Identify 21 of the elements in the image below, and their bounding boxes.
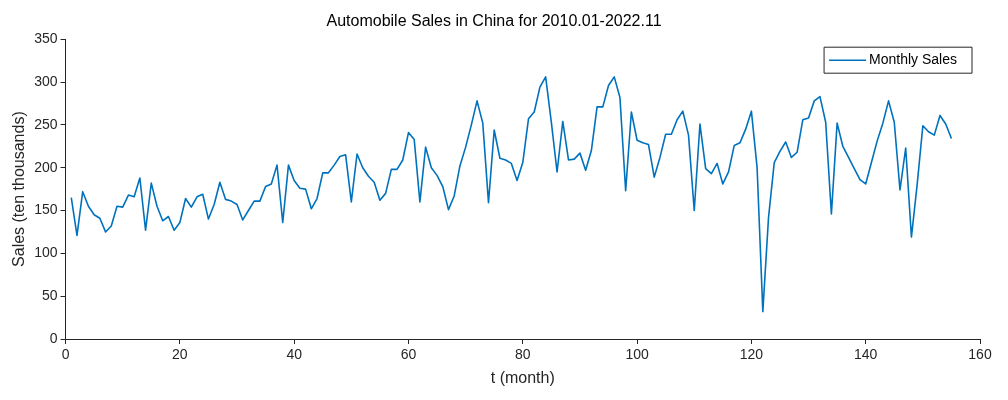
x-axis-title: t (month) — [490, 368, 555, 386]
x-tick-label: 40 — [286, 346, 303, 363]
x-tick-label: 120 — [739, 346, 764, 363]
y-tick-label: 200 — [34, 158, 58, 175]
y-tick-label: 50 — [41, 287, 58, 304]
y-tick-label: 150 — [34, 201, 58, 218]
y-tick-label: 250 — [34, 115, 58, 132]
y-tick-label: 0 — [49, 329, 58, 346]
x-tick-label: 0 — [61, 346, 70, 363]
y-tick-label: 100 — [34, 244, 58, 261]
y-tick-label: 350 — [34, 30, 58, 47]
x-tick-label: 20 — [172, 346, 188, 363]
y-tick-label: 300 — [34, 72, 58, 89]
x-tick-label: 140 — [854, 346, 878, 363]
x-tick-label: 100 — [625, 346, 649, 363]
chart-title: Automobile Sales in China for 2010.01-2022.11 — [326, 12, 662, 30]
legend-label: Monthly Sales — [869, 51, 958, 68]
x-tick-label: 60 — [400, 346, 417, 363]
y-axis-title: Sales (ten thousands) — [10, 111, 28, 267]
x-tick-label: 160 — [968, 346, 992, 363]
x-tick-label: 80 — [514, 346, 531, 363]
